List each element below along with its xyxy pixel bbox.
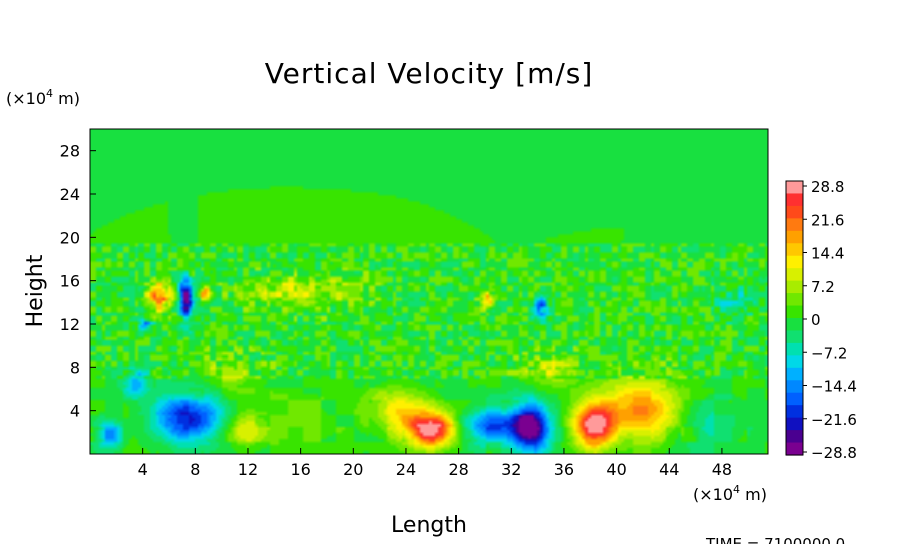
x-axis-ticks: 4 8 12 16 20 24 28 32 36 40 44 48 xyxy=(138,448,732,479)
colorbar-label: 14.4 xyxy=(811,245,844,263)
colorbar-swatch xyxy=(786,330,803,344)
colorbar-swatch xyxy=(786,430,803,444)
colorbar-label: 0 xyxy=(811,311,821,329)
colorbar-swatch xyxy=(786,230,803,244)
colorbar-swatch xyxy=(786,218,803,232)
heatmap-field xyxy=(90,129,768,454)
colorbar-swatch xyxy=(786,392,803,406)
x-tick-label: 44 xyxy=(659,460,679,479)
x-tick-label: 32 xyxy=(501,460,521,479)
x-tick-label: 4 xyxy=(138,460,148,479)
colorbar-swatch xyxy=(786,243,803,257)
colorbar-swatch xyxy=(786,405,803,419)
x-unit-label: (×104 m) xyxy=(693,483,767,504)
y-tick-label: 12 xyxy=(60,315,80,334)
plot-frame xyxy=(89,128,769,455)
colorbar-swatch xyxy=(786,355,803,369)
colorbar-swatch xyxy=(786,255,803,269)
colorbar-swatch xyxy=(786,442,803,456)
y-unit-label: (×104 m) xyxy=(6,87,80,108)
x-tick-label: 20 xyxy=(343,460,363,479)
colorbar-label: 21.6 xyxy=(811,211,844,229)
colorbar-swatch xyxy=(786,318,803,332)
colorbar-swatch xyxy=(786,305,803,319)
colorbar-swatch xyxy=(786,193,803,207)
x-tick-label: 36 xyxy=(554,460,574,479)
y-tick-label: 8 xyxy=(70,358,80,377)
colorbar-label: −21.6 xyxy=(811,411,857,429)
y-tick-label: 16 xyxy=(60,272,80,291)
colorbar-swatch xyxy=(786,181,803,195)
y-tick-label: 28 xyxy=(60,142,80,161)
colorbar-swatch xyxy=(786,280,803,294)
colorbar-swatch xyxy=(786,367,803,381)
colorbar-label: −7.2 xyxy=(811,344,847,362)
x-tick-label: 16 xyxy=(290,460,310,479)
colorbar-label: 7.2 xyxy=(811,278,835,296)
colorbar: 28.8 21.6 14.4 7.2 0 −7.2 −14.4 −21.6 −28.8 xyxy=(785,178,857,462)
x-tick-label: 28 xyxy=(448,460,468,479)
y-axis-label: Height xyxy=(23,254,48,327)
y-tick-label: 20 xyxy=(60,228,80,247)
x-tick-label: 24 xyxy=(396,460,416,479)
x-tick-label: 8 xyxy=(190,460,200,479)
colorbar-swatch xyxy=(786,342,803,356)
colorbar-swatch xyxy=(786,293,803,307)
colorbar-swatch xyxy=(786,417,803,431)
colorbar-swatch xyxy=(786,205,803,219)
colorbar-label: −28.8 xyxy=(811,444,857,462)
x-tick-label: 12 xyxy=(238,460,258,479)
x-axis-label: Length xyxy=(391,513,467,538)
colorbar-swatch xyxy=(786,380,803,394)
x-tick-label: 40 xyxy=(606,460,626,479)
colorbar-swatch xyxy=(786,268,803,282)
time-label: TIME = 7100000.0 xyxy=(705,535,845,544)
x-tick-label: 48 xyxy=(712,460,732,479)
y-tick-label: 24 xyxy=(60,185,80,204)
y-tick-label: 4 xyxy=(70,402,80,421)
colorbar-label: −14.4 xyxy=(811,378,857,396)
plot-area xyxy=(89,128,769,455)
colorbar-label: 28.8 xyxy=(811,178,844,196)
y-axis-ticks: 4 8 12 16 20 24 28 xyxy=(60,142,96,421)
chart-title: Vertical Velocity [m/s] xyxy=(265,57,594,90)
colorbar-frame xyxy=(785,180,804,456)
